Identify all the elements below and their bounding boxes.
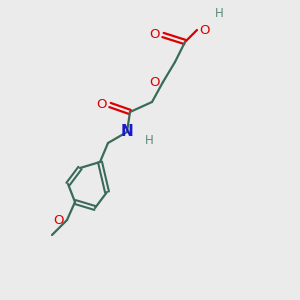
- Text: O: O: [53, 214, 64, 226]
- Text: H: H: [215, 7, 224, 20]
- Text: O: O: [199, 23, 209, 37]
- Text: O: O: [149, 76, 160, 88]
- Text: O: O: [97, 98, 107, 112]
- Text: N: N: [121, 124, 134, 140]
- Text: O: O: [149, 28, 160, 41]
- Text: H: H: [145, 134, 154, 146]
